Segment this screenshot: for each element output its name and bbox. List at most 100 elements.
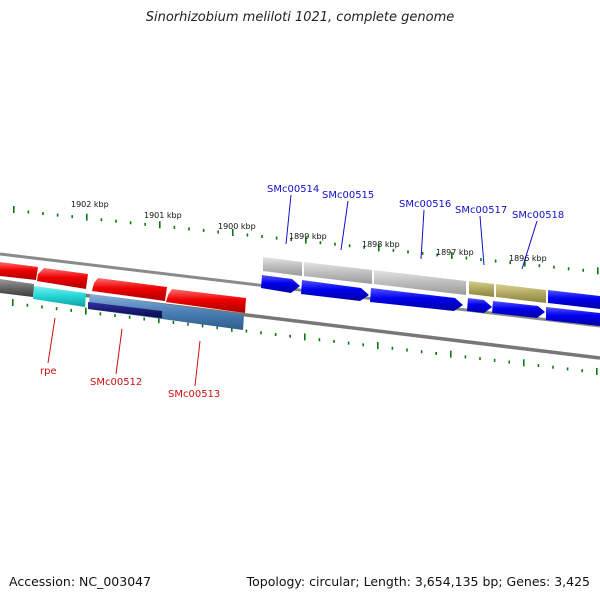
feature-navy[interactable] (88, 302, 162, 318)
upper-scale-major-tick (13, 206, 15, 213)
gene-label-smc00513[interactable]: SMc00513 (168, 389, 220, 400)
kbp-labels: 1902 kbp 1901 kbp 1900 kbp 1899 kbp 1898… (71, 200, 547, 263)
leader-line-rpe (47, 317, 56, 364)
gene-arrow-left-1[interactable] (0, 262, 38, 280)
gene-arrow-smc00518[interactable] (492, 301, 545, 318)
leader-line-smc00512 (115, 328, 123, 375)
lower-scale-minor-tick (435, 351, 437, 355)
lower-scale-minor-tick (201, 324, 204, 328)
upper-scale-major-tick (524, 259, 526, 267)
lower-scale-minor-tick (114, 314, 116, 318)
lower-scale-minor-tick (406, 348, 408, 352)
gene-arrow-left-2[interactable] (37, 268, 88, 289)
gene-label-smc00512[interactable]: SMc00512 (90, 377, 142, 388)
upper-scale-minor-tick (392, 248, 395, 252)
lower-scale-major-tick (596, 367, 598, 375)
gene-arrow-rpe-region[interactable] (92, 278, 167, 301)
lower-scale-minor-tick (581, 369, 583, 373)
lower-scale-minor-tick (347, 341, 350, 345)
kbp-label-1898: 1898 kbp (362, 240, 400, 249)
leader-line-smc00514 (285, 194, 292, 245)
lower-scale-minor-tick (464, 355, 467, 359)
upper-scale-minor-tick (407, 250, 409, 254)
upper-scale-minor-tick (71, 215, 73, 219)
kbp-label-1902: 1902 kbp (71, 200, 109, 209)
kbp-label-1901: 1901 kbp (144, 211, 182, 220)
upper-scale-minor-tick (42, 212, 44, 216)
upper-scale-minor-tick (538, 264, 541, 268)
genome-title: Sinorhizobium meliloti 1021, complete ge… (145, 10, 455, 25)
lower-scale-minor-tick (566, 367, 569, 371)
leader-line-smc00515 (340, 200, 349, 251)
lower-scale-minor-tick (333, 339, 335, 343)
feature-cyan[interactable] (33, 286, 86, 307)
upper-scale-major-tick (159, 221, 161, 229)
feature-silver-3[interactable] (374, 270, 466, 295)
scale-ticks (12, 206, 599, 375)
upper-scale-minor-tick (582, 268, 584, 272)
lower-scale-major-tick (304, 333, 306, 341)
upper-scale-minor-tick (509, 261, 511, 265)
feature-blue-right-top[interactable] (548, 290, 600, 309)
gene-label-smc00515[interactable]: SMc00515 (322, 190, 374, 201)
gene-label-rpe[interactable]: rpe (40, 366, 57, 377)
lower-scale-minor-tick (552, 365, 554, 369)
upper-scale-minor-tick (202, 228, 205, 232)
upper-scale-minor-tick (56, 213, 59, 217)
feature-steel[interactable] (88, 294, 244, 330)
upper-scale-major-tick (232, 228, 234, 236)
feature-olive-1[interactable] (469, 281, 494, 297)
lower-scale-minor-tick (289, 334, 291, 338)
lower-scale-minor-tick (70, 308, 72, 312)
lower-scale-minor-tick (26, 303, 29, 307)
upper-scale-minor-tick (144, 222, 146, 226)
lower-scale-minor-tick (143, 317, 145, 321)
feature-silver-2[interactable] (304, 262, 372, 284)
upper-scale-minor-tick (567, 267, 570, 271)
gene-arrow-smc00516[interactable] (370, 288, 463, 311)
upper-scale-minor-tick (217, 230, 219, 234)
upper-scale-minor-tick (27, 210, 30, 214)
gene-arrow-smc00515[interactable] (301, 280, 369, 301)
gene-labels-bottom: rpe SMc00512 SMc00513 (40, 317, 220, 400)
gene-arrow-right-edge[interactable] (546, 307, 600, 326)
upper-scale-minor-tick (275, 236, 278, 240)
upper-scale-minor-tick (436, 253, 438, 257)
gene-arrow-smc00517[interactable] (467, 298, 492, 313)
lower-scale-minor-tick (216, 326, 218, 330)
gene-label-smc00518[interactable]: SMc00518 (512, 210, 564, 221)
upper-scale-minor-tick (553, 265, 555, 269)
upper-scale-minor-tick (363, 245, 365, 249)
feature-olive-2[interactable] (496, 284, 546, 303)
upper-scale-minor-tick (261, 235, 263, 239)
gene-labels-top: SMc00514 SMc00515 SMc00516 SMc00517 SMc0… (267, 184, 564, 270)
gene-label-smc00516[interactable]: SMc00516 (399, 199, 451, 210)
leader-line-smc00518 (521, 220, 538, 270)
lower-scale-major-tick (377, 342, 379, 350)
kbp-label-1897: 1897 kbp (436, 248, 474, 257)
gene-label-smc00514[interactable]: SMc00514 (267, 184, 319, 195)
upper-scale-minor-tick (290, 238, 292, 242)
feature-dark-left[interactable] (0, 279, 34, 297)
reverse-strand-genes (0, 262, 246, 313)
gene-arrow-smc00514[interactable] (261, 275, 300, 293)
lower-features (0, 279, 244, 330)
lower-scale-minor-tick (187, 322, 189, 326)
lower-scale-minor-tick (508, 360, 510, 364)
lower-scale-minor-tick (479, 357, 481, 361)
genome-summary-text: Topology: circular; Length: 3,654,135 bp… (246, 574, 590, 589)
lower-scale-minor-tick (537, 364, 540, 368)
kbp-label-1900: 1900 kbp (218, 222, 256, 231)
feature-silver-1[interactable] (263, 257, 302, 276)
lower-scale-minor-tick (128, 315, 131, 319)
lower-scale-major-tick (85, 307, 87, 315)
accession-text: Accession: NC_003047 (9, 574, 152, 589)
gene-label-smc00517[interactable]: SMc00517 (455, 205, 507, 216)
upper-scale-minor-tick (100, 218, 103, 222)
upper-scale-minor-tick (465, 256, 468, 260)
upper-scale-minor-tick (173, 225, 176, 229)
upper-scale-minor-tick (494, 259, 497, 263)
gene-arrow-smc00512-region[interactable] (166, 289, 246, 313)
